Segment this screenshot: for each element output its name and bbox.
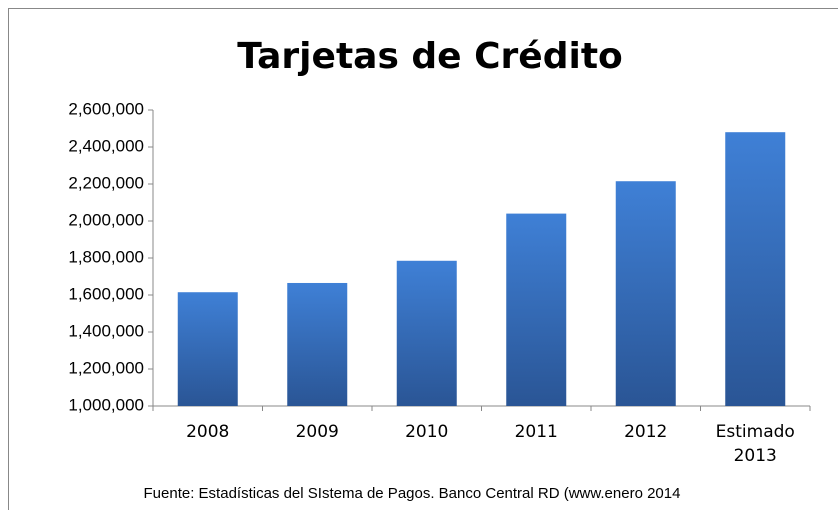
y-tick-label: 2,000,000: [68, 210, 144, 229]
x-tick-label: 2011: [514, 422, 558, 442]
x-tick-label-box: 2010: [405, 422, 449, 442]
y-tick-label: 1,000,000: [68, 395, 144, 414]
y-tick-label: 2,600,000: [68, 99, 144, 118]
bar: [615, 181, 676, 406]
y-tick-label: 1,800,000: [68, 247, 144, 266]
y-tick-label: 2,400,000: [68, 136, 144, 155]
y-tick-label: 1,400,000: [68, 321, 144, 340]
chart-title: Tarjetas de Crédito: [237, 36, 623, 77]
y-tick-label: 2,200,000: [68, 173, 144, 192]
source-note: Fuente: Estadísticas del SIstema de Pago…: [144, 485, 681, 502]
x-tick-label-box: Estimado 2013: [715, 422, 795, 466]
x-tick-label: Estimado 2013: [715, 422, 795, 466]
bar: [177, 292, 238, 406]
bar: [725, 132, 786, 406]
x-tick-label: 2012: [624, 422, 668, 442]
y-tick-label: 1,600,000: [68, 284, 144, 303]
chart-border: [8, 8, 838, 510]
x-tick-label-box: 2011: [514, 422, 558, 442]
y-tick-label: 1,200,000: [68, 358, 144, 377]
bar: [287, 282, 348, 406]
x-tick-label-box: 2009: [295, 422, 339, 442]
bar: [396, 260, 457, 406]
x-tick-label: 2010: [405, 422, 449, 442]
x-tick-label: 2009: [295, 422, 339, 442]
x-tick-label: 2008: [186, 422, 230, 442]
x-tick-label-box: 2008: [186, 422, 230, 442]
x-tick-label-box: 2012: [624, 422, 668, 442]
bar: [506, 213, 567, 406]
